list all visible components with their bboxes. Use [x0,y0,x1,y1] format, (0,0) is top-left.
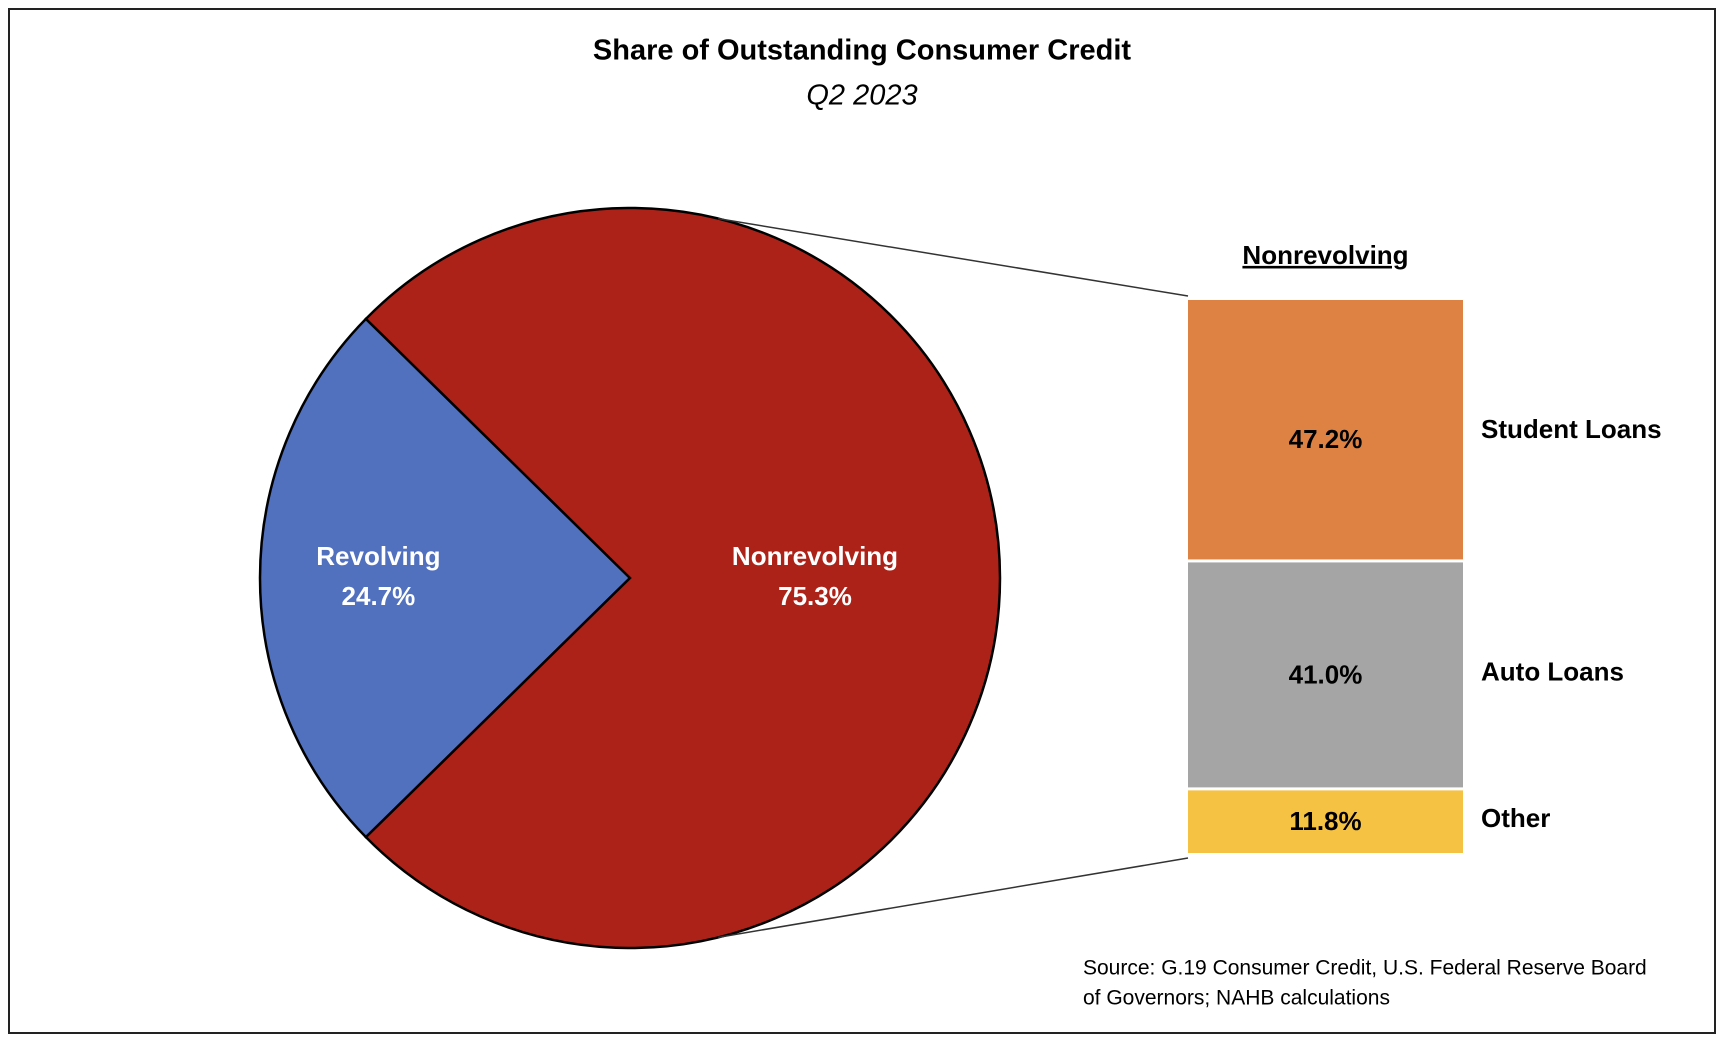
slice-label: Revolving [316,541,440,571]
bar-title: Nonrevolving [1242,240,1408,270]
pie-slice [258,317,632,839]
source-note: of Governors; NAHB calculations [1083,987,1390,1010]
connector-line [718,217,1189,297]
segment-category-label: Other [1481,803,1550,833]
slice-value-label: 24.7% [342,581,416,611]
bar-segment [1188,300,1463,560]
connector-line [718,857,1189,939]
slice-value-label: 75.3% [778,581,852,611]
segment-value-label: 47.2% [1289,424,1363,454]
chart-subtitle: Q2 2023 [806,80,917,112]
slice-label: Nonrevolving [732,541,898,571]
segment-category-label: Student Loans [1481,414,1662,444]
bar-segment [1188,790,1463,853]
pie-slice [364,206,1002,950]
chart-title: Share of Outstanding Consumer Credit [593,35,1131,67]
source-note: Source: G.19 Consumer Credit, U.S. Feder… [1083,957,1647,980]
segment-value-label: 41.0% [1289,659,1363,689]
segment-value-label: 11.8% [1289,806,1361,836]
segment-category-label: Auto Loans [1481,656,1624,686]
bar-segment [1188,562,1463,788]
